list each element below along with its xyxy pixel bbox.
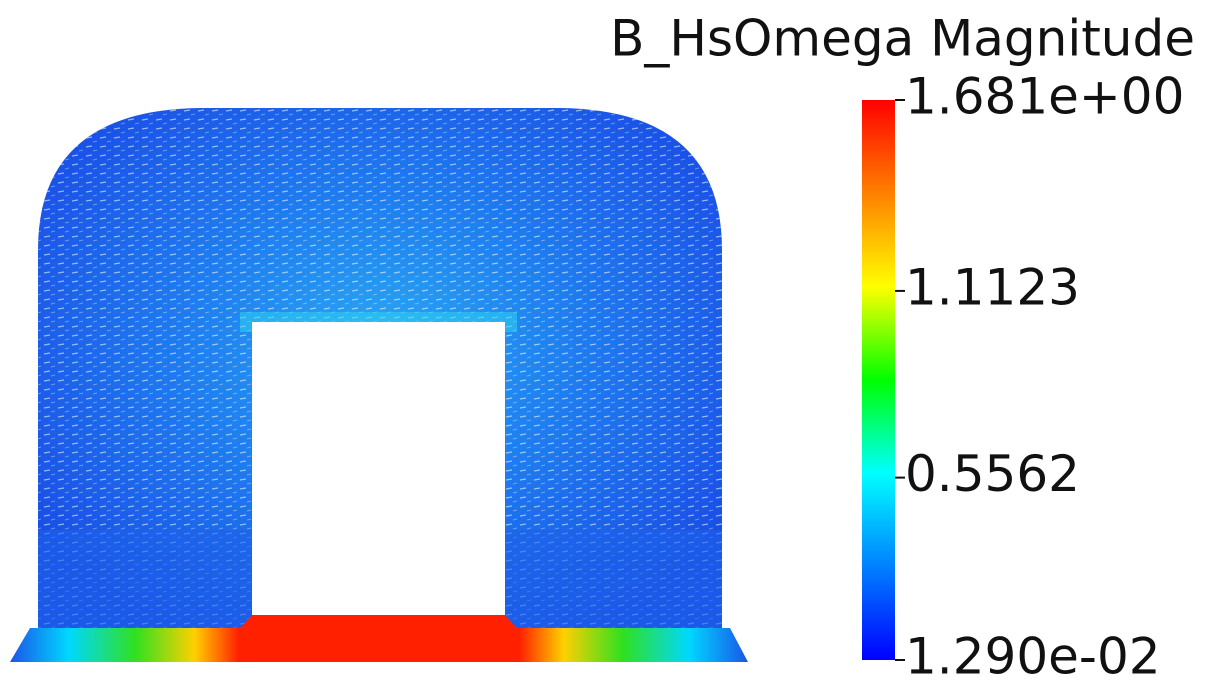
colorbar-tick-label: 1.290e-02 bbox=[905, 628, 1161, 682]
field-plot bbox=[10, 108, 748, 662]
legend-title: B_HsOmega Magnitude bbox=[610, 10, 1195, 68]
colorbar-tick-label: 0.5562 bbox=[905, 445, 1080, 503]
colorbar-tick-label: 1.1123 bbox=[905, 258, 1080, 316]
colorbar-ramp bbox=[862, 100, 895, 660]
colorbar-tick-label: 1.681e+00 bbox=[905, 68, 1184, 126]
colorbar: 1.681e+00 1.1123 0.5562 1.290e-02 bbox=[862, 68, 1184, 682]
